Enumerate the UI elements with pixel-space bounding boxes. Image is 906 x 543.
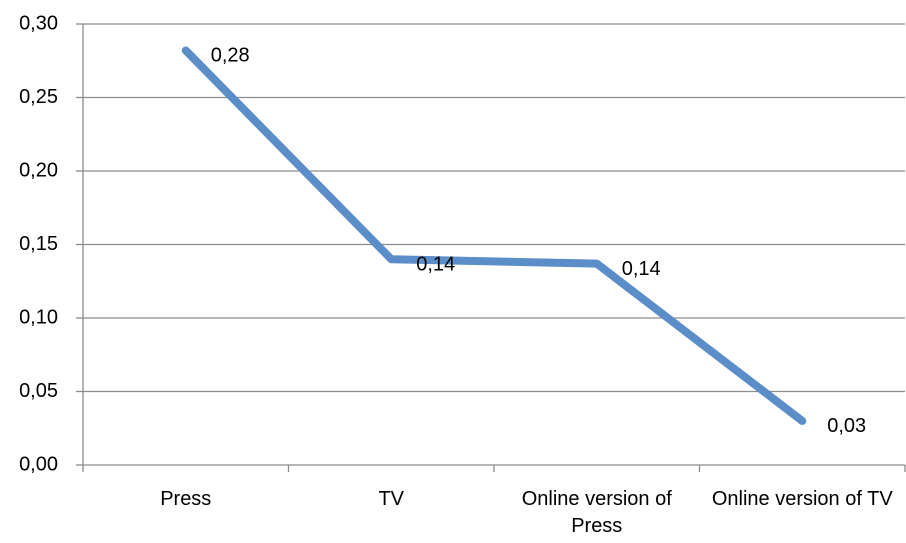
y-tick-label: 0,00 — [19, 453, 58, 475]
y-tick-label: 0,05 — [19, 380, 58, 402]
data-label: 0,14 — [416, 253, 455, 275]
x-tick-label: Online version of Press — [521, 488, 672, 537]
data-label: 0,28 — [211, 45, 250, 67]
y-tick-label: 0,20 — [19, 159, 58, 181]
y-tick-label: 0,15 — [19, 233, 58, 255]
x-tick-label: Online version of TV — [711, 488, 893, 510]
x-tick-label: Press — [160, 488, 212, 510]
y-tick-label: 0,25 — [19, 86, 58, 108]
data-label: 0,03 — [827, 415, 866, 437]
y-tick-label: 0,10 — [19, 306, 58, 328]
y-tick-label: 0,30 — [19, 12, 58, 34]
line — [181, 46, 807, 425]
data-label: 0,14 — [622, 258, 661, 280]
x-tick-label: TV — [378, 488, 405, 510]
